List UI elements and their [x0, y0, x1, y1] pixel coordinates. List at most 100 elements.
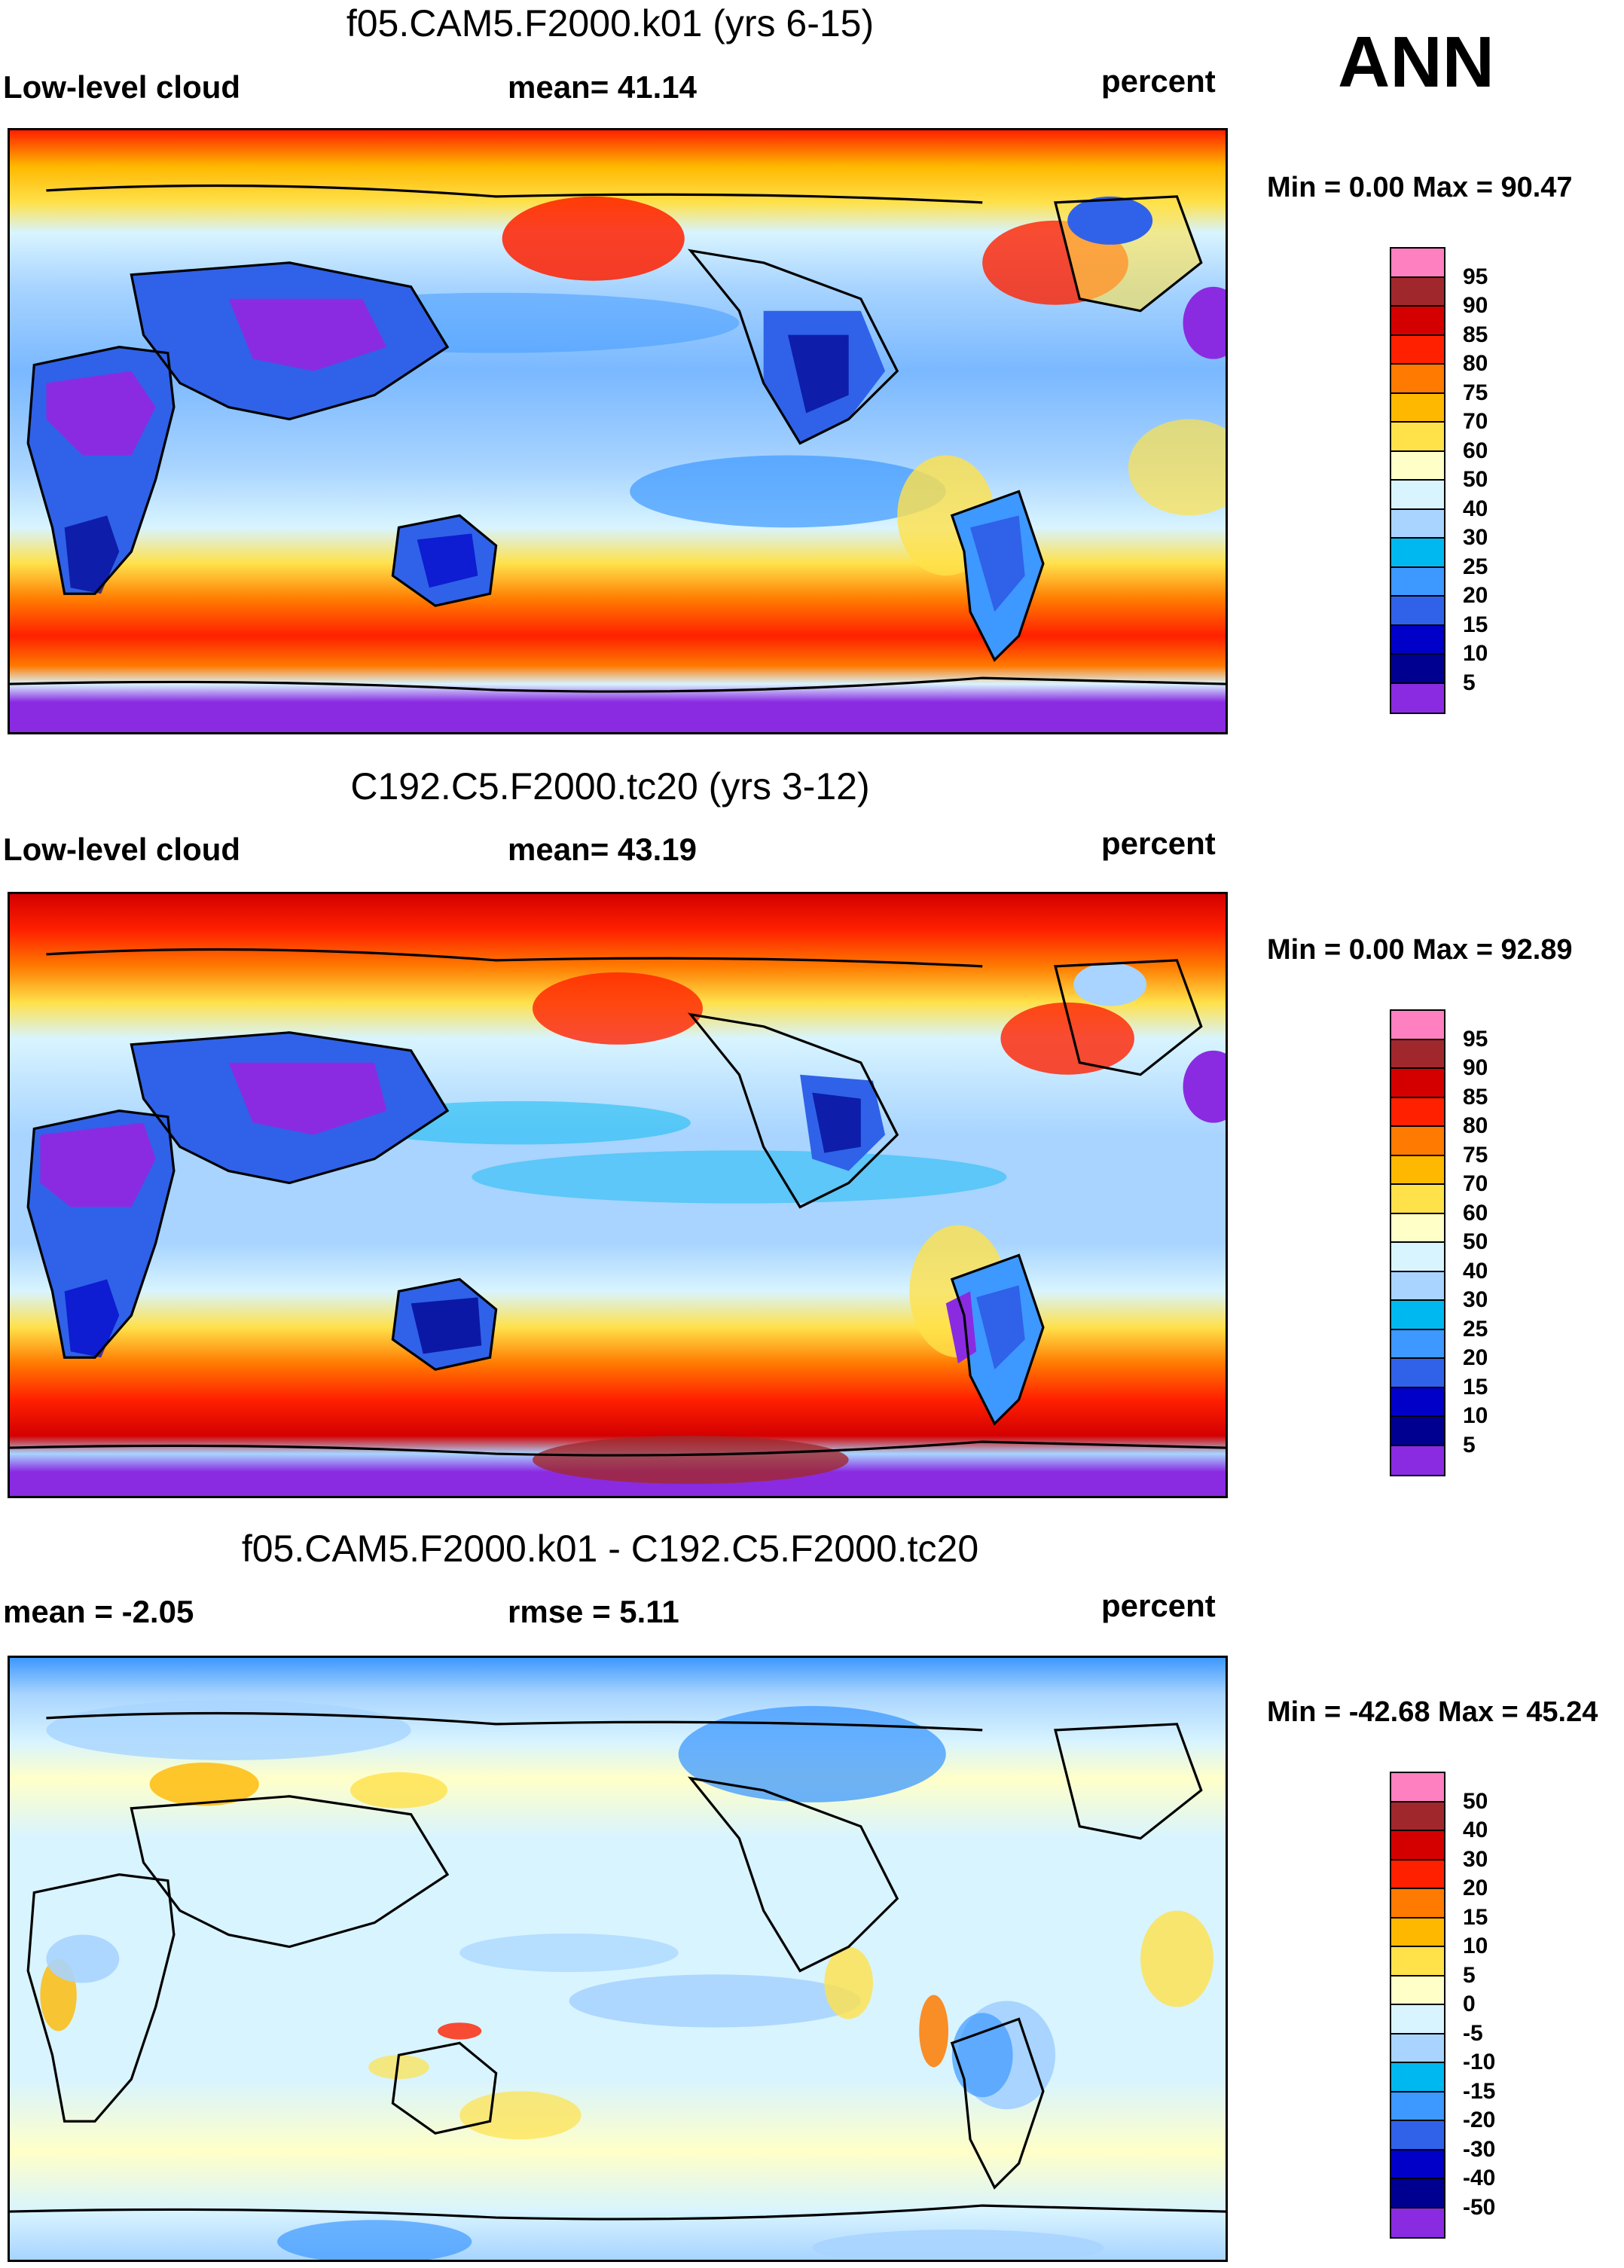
colorbar-tick-label: 85 — [1463, 322, 1488, 347]
colorbar-swatch — [1391, 625, 1444, 655]
colorbar-tick-label: 15 — [1463, 1904, 1488, 1930]
colorbar-swatch — [1391, 1417, 1444, 1446]
panel-3-rmse-label: rmse = 5.11 — [508, 1594, 679, 1629]
panel-2-title: C192.C5.F2000.tc20 (yrs 3-12) — [350, 765, 870, 807]
colorbar-tick-label: 10 — [1463, 1403, 1488, 1428]
panel-3-title: f05.CAM5.F2000.k01 - C192.C5.F2000.tc20 — [241, 1528, 979, 1570]
panel-2-units-label: percent — [1101, 826, 1216, 861]
panel-2-minmax: Min = 0.00 Max = 92.89 — [1267, 934, 1573, 966]
colorbar-tick-label: 25 — [1463, 1316, 1488, 1342]
colorbar-tick-label: 20 — [1463, 1345, 1488, 1370]
colorbar-tick-label: 20 — [1463, 1876, 1488, 1900]
colorbar-swatch — [1391, 1271, 1444, 1301]
colorbar-tick-label: -20 — [1463, 2108, 1496, 2132]
colorbar-tick-label: 50 — [1463, 1788, 1488, 1814]
colorbar-tick-label: 75 — [1463, 1142, 1488, 1168]
colorbar-swatch — [1391, 1213, 1444, 1243]
colorbar-swatch — [1391, 1329, 1444, 1359]
colorbar-swatch — [1391, 393, 1444, 423]
colorbar-tick-label: 50 — [1463, 1229, 1488, 1254]
colorbar-tick-label: 60 — [1463, 438, 1488, 463]
colorbar-tick-label: 60 — [1463, 1200, 1488, 1226]
colorbar-tick-label: 80 — [1463, 1113, 1488, 1138]
panel-2-colorbar — [1390, 1009, 1445, 1476]
colorbar-swatch — [1391, 365, 1444, 394]
colorbar-swatch — [1391, 1243, 1444, 1272]
colorbar-tick-label: 30 — [1463, 1846, 1488, 1872]
colorbar-tick-label: 95 — [1463, 1026, 1488, 1052]
colorbar-tick-label: 70 — [1463, 409, 1488, 434]
colorbar-swatch — [1391, 451, 1444, 481]
colorbar-tick-label: 90 — [1463, 293, 1488, 318]
colorbar-swatch — [1391, 1387, 1444, 1417]
colorbar-swatch — [1391, 597, 1444, 626]
colorbar-tick-label: 90 — [1463, 1055, 1488, 1080]
colorbar-tick-label: 0 — [1463, 1992, 1476, 2016]
colorbar-swatch — [1391, 335, 1444, 365]
colorbar-swatch — [1391, 1445, 1444, 1475]
colorbar-tick-label: 30 — [1463, 1287, 1488, 1312]
colorbar-tick-label: 5 — [1463, 1962, 1476, 1988]
colorbar-swatch — [1391, 2121, 1444, 2150]
colorbar-swatch — [1391, 277, 1444, 307]
colorbar-swatch — [1391, 1185, 1444, 1214]
panel-3-minmax: Min = -42.68 Max = 45.24 — [1267, 1696, 1598, 1728]
colorbar-swatch — [1391, 1802, 1444, 1831]
colorbar-swatch — [1391, 2034, 1444, 2063]
colorbar-swatch — [1391, 509, 1444, 539]
colorbar-swatch — [1391, 2092, 1444, 2121]
colorbar-tick-label: 75 — [1463, 380, 1488, 405]
panel-1-mean-label: mean= 41.14 — [508, 69, 698, 105]
colorbar-swatch — [1391, 683, 1444, 713]
colorbar-swatch — [1391, 539, 1444, 568]
colorbar-tick-label: -15 — [1463, 2078, 1496, 2104]
colorbar-tick-label: 70 — [1463, 1171, 1488, 1196]
colorbar-tick-label: 95 — [1463, 264, 1488, 289]
panel-3-colorbar — [1390, 1772, 1445, 2239]
colorbar-tick-label: 25 — [1463, 554, 1488, 579]
colorbar-tick-label: -40 — [1463, 2166, 1496, 2190]
colorbar-tick-label: 10 — [1463, 641, 1488, 666]
colorbar-swatch — [1391, 2063, 1444, 2092]
colorbar-swatch — [1391, 1039, 1444, 1069]
colorbar-tick-label: 85 — [1463, 1084, 1488, 1110]
panel-1-colorbar — [1390, 247, 1445, 714]
colorbar-swatch — [1391, 1976, 1444, 2005]
colorbar-swatch — [1391, 1831, 1444, 1860]
colorbar-swatch — [1391, 2179, 1444, 2208]
colorbar-swatch — [1391, 1011, 1444, 1040]
colorbar-tick-label: 10 — [1463, 1934, 1488, 1958]
colorbar-swatch — [1391, 1301, 1444, 1330]
colorbar-tick-label: 5 — [1463, 1432, 1476, 1458]
colorbar-tick-label: 15 — [1463, 1374, 1488, 1400]
season-label: ANN — [1338, 22, 1494, 102]
colorbar-tick-label: 40 — [1463, 1818, 1488, 1842]
colorbar-tick-label: 30 — [1463, 525, 1488, 550]
panel-2-mean-label: mean= 43.19 — [508, 832, 698, 867]
colorbar-swatch — [1391, 1359, 1444, 1388]
colorbar-swatch — [1391, 307, 1444, 336]
colorbar-swatch — [1391, 567, 1444, 597]
colorbar-swatch — [1391, 481, 1444, 510]
colorbar-swatch — [1391, 1127, 1444, 1156]
panel-1-units-label: percent — [1101, 63, 1216, 99]
colorbar-swatch — [1391, 423, 1444, 452]
colorbar-swatch — [1391, 1069, 1444, 1098]
colorbar-tick-label: 5 — [1463, 670, 1476, 695]
colorbar-swatch — [1391, 2208, 1444, 2237]
panel-3-map — [8, 1656, 1228, 2262]
panel-3-mean-label: mean = -2.05 — [3, 1594, 194, 1629]
colorbar-tick-label: -50 — [1463, 2194, 1496, 2220]
colorbar-swatch — [1391, 655, 1444, 684]
panel-1-title: f05.CAM5.F2000.k01 (yrs 6-15) — [346, 2, 875, 44]
colorbar-swatch — [1391, 1947, 1444, 1976]
panel-3-units-label: percent — [1101, 1588, 1216, 1623]
panel-1-map — [8, 128, 1228, 734]
colorbar-tick-label: 20 — [1463, 583, 1488, 608]
colorbar-tick-label: -10 — [1463, 2050, 1496, 2074]
panel-2-variable-label: Low-level cloud — [3, 832, 241, 867]
colorbar-swatch — [1391, 1155, 1444, 1185]
colorbar-tick-label: 40 — [1463, 496, 1488, 521]
colorbar-tick-label: 15 — [1463, 612, 1488, 637]
